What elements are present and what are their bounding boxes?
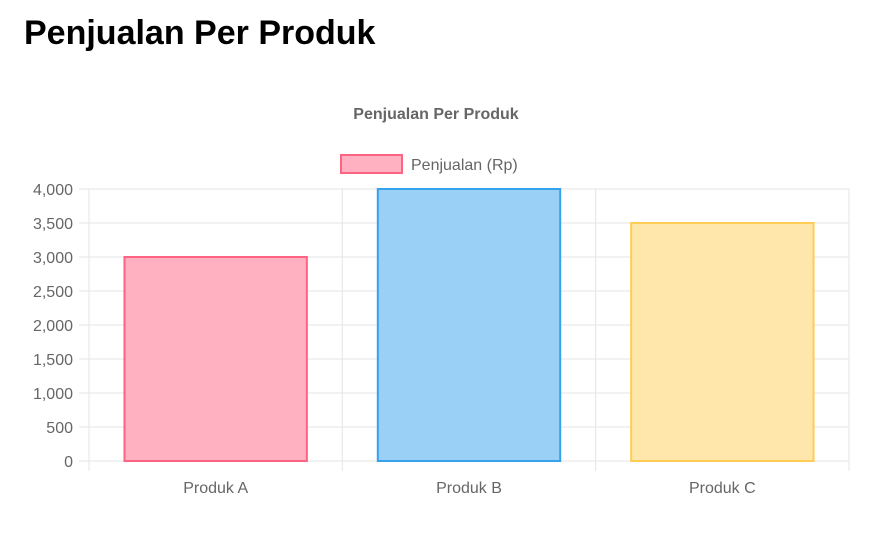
y-tick-label: 4,000 <box>33 182 73 199</box>
x-tick-label: Produk B <box>436 480 502 497</box>
x-axis-ticks: Produk A Produk B Produk C <box>183 480 755 497</box>
bar[interactable] <box>376 188 562 462</box>
x-tick-label: Produk C <box>689 480 756 497</box>
y-tick-label: 3,000 <box>33 250 73 267</box>
y-axis-ticks: 4,000 3,500 3,000 2,500 2,000 1,500 1,000 500 0 <box>33 182 73 471</box>
y-tick-label: 0 <box>64 454 73 471</box>
bars <box>123 188 815 462</box>
y-tick-label: 500 <box>46 420 73 437</box>
page-heading: Penjualan Per Produk <box>24 14 376 52</box>
x-tick-label: Produk A <box>183 480 248 497</box>
y-tick-label: 1,000 <box>33 386 73 403</box>
legend-label: Penjualan (Rp) <box>411 157 518 174</box>
bar[interactable] <box>123 256 308 462</box>
y-tick-label: 1,500 <box>33 352 73 369</box>
chart-title: Penjualan Per Produk <box>353 106 518 123</box>
legend[interactable]: Penjualan (Rp) <box>340 154 518 174</box>
y-tick-label: 3,500 <box>33 216 73 233</box>
y-tick-label: 2,500 <box>33 284 73 301</box>
legend-swatch <box>340 154 403 174</box>
y-tick-label: 2,000 <box>33 318 73 335</box>
bar[interactable] <box>630 222 815 462</box>
